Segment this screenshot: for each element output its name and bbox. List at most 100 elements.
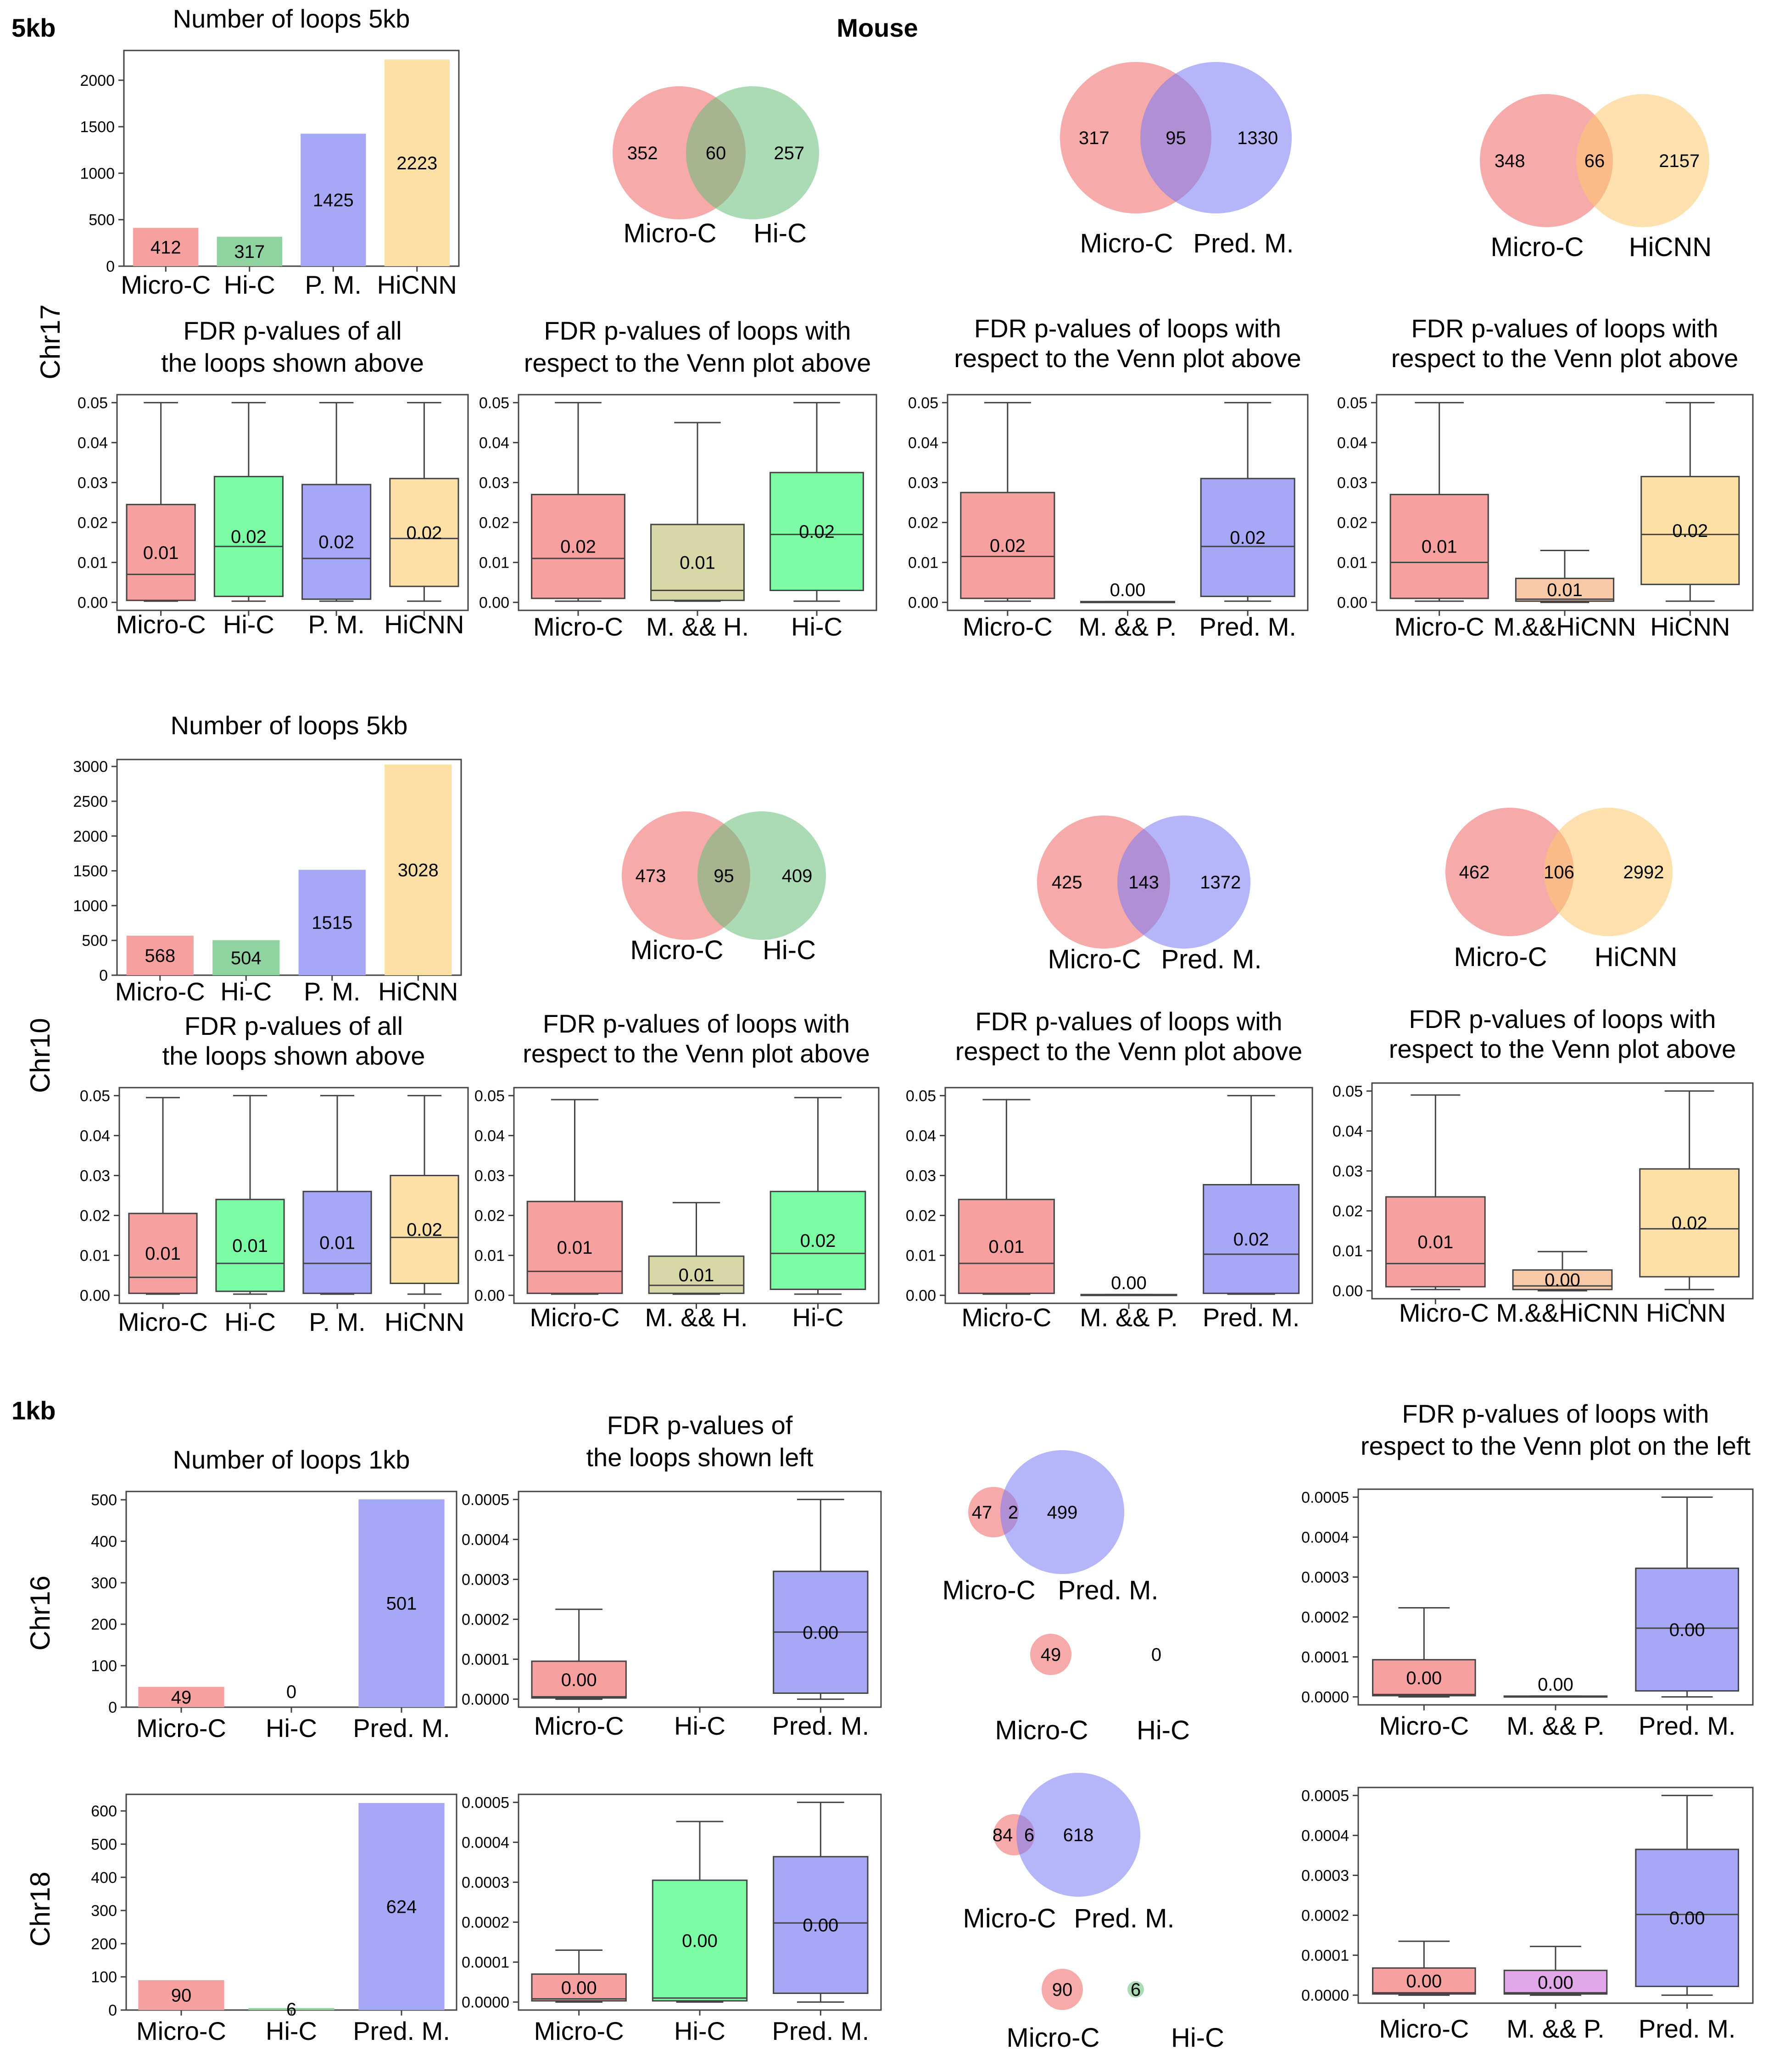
box-chart-title: FDR p-values of all [184,1011,403,1040]
x-tick-label: Hi-C [791,612,842,641]
bar-value-label: 2223 [396,153,437,173]
box-value-label: 0.02 [560,537,596,557]
venn-right-circle [1576,94,1709,227]
venn-overlap-value: 95 [714,866,734,886]
plot-frame [118,1087,469,1304]
box-value-label: 0.01 [232,1236,268,1256]
bar [385,764,452,975]
x-tick-label: Pred. M. [1639,2014,1736,2043]
venn-right-label: HiCNN [1629,232,1712,262]
x-tick-label: Pred. M. [1639,1711,1736,1740]
plot-frame [123,50,460,267]
box-value-label: 0.02 [799,522,835,542]
box [1203,1184,1300,1294]
x-tick-label: Micro-C [1379,2014,1469,2043]
box-chart-title: respect to the Venn plot above [524,348,871,377]
bar-value-label: 412 [151,237,181,257]
y-tick-label: 0.05 [474,1087,505,1105]
row-label-chr18: Chr18 [25,1871,56,1946]
y-tick-label: 0.01 [1333,1243,1363,1260]
y-tick-label: 1000 [80,165,115,182]
y-tick-label: 0.00 [80,1287,110,1305]
box [389,478,459,587]
venn-overlap-value: 143 [1128,872,1159,893]
box-value-label: 0.01 [679,1265,714,1285]
box-value-label: 0.02 [318,532,354,553]
x-tick-label: Pred. M. [353,1714,450,1742]
y-tick-label: 0.03 [80,1167,110,1184]
y-tick-label: 0.0003 [462,1571,509,1588]
y-tick-label: 0.0003 [1301,1569,1349,1586]
y-tick-label: 0.03 [78,474,108,491]
y-tick-label: 0.0001 [462,1651,509,1669]
bar-value-label: 0 [286,1682,296,1702]
y-tick-label: 0.0004 [462,1834,509,1851]
bar-value-label: 568 [145,946,175,966]
y-tick-label: 0.03 [1333,1162,1363,1180]
x-tick-label: Micro-C M.&&HiCNN HiCNN [1399,1298,1726,1327]
x-tick-label: HiCNN [1650,612,1730,641]
x-tick-label: Micro-C [1394,612,1484,641]
box [213,475,284,598]
y-tick-label: 400 [91,1869,117,1887]
box-value-label: 0.00 [1406,1971,1442,1992]
y-tick-label: 100 [91,1658,117,1675]
box [128,1212,198,1294]
venn-right-value: 2992 [1623,862,1664,882]
x-tick-label: Pred. M. [353,2016,450,2045]
y-tick-label: 0.0004 [1301,1529,1349,1546]
y-tick-label: 0.0000 [1301,1689,1349,1706]
venn-right-circle [1117,815,1250,949]
box [126,503,196,601]
box-value-label: 0.02 [1233,1229,1269,1250]
y-tick-label: 0.0002 [1301,1907,1349,1925]
box-chart-title: FDR p-values of all [183,316,402,345]
y-tick-label: 0.00 [906,1287,936,1305]
venn-right-label: Hi-C [753,218,807,248]
y-tick-label: 0.02 [474,1207,505,1225]
x-tick-label: Micro-C [534,2016,624,2045]
box-chart-title: the loops shown above [161,348,424,377]
x-tick-label: Hi-C [220,977,272,1006]
venn-right-label: HiCNN [1595,942,1677,972]
venn-right-value: 6 [1131,1980,1141,2000]
box [1515,577,1615,602]
bar [217,236,282,266]
box-value-label: 0.00 [1538,1972,1573,1993]
box-value-label: 0.02 [1230,528,1266,548]
y-tick-label: 0.04 [479,434,509,452]
venn-right-value: 499 [1047,1502,1078,1523]
bar-value-label: 504 [231,948,262,968]
y-tick-label: 0.02 [908,514,938,532]
box [1503,1970,1608,1995]
x-tick-label: Hi-C [266,2016,317,2045]
box-value-label: 0.01 [1422,537,1457,557]
y-tick-label: 0.00 [479,594,509,612]
y-tick-label: 0.02 [479,514,509,532]
x-tick-label: M. && H. [646,612,749,641]
y-tick-label: 500 [91,1836,117,1853]
venn-right-circle [686,86,819,219]
y-tick-label: 0.0005 [462,1491,509,1508]
x-tick-label: Micro-C [961,1303,1051,1332]
box [526,1201,623,1294]
venn-right-label: Pred. M. [1193,229,1294,258]
y-tick-label: 0.01 [80,1247,110,1265]
box [531,1660,627,1699]
y-tick-label: 0.0000 [462,1691,509,1709]
y-tick-label: 0.00 [1337,594,1367,612]
box [960,491,1055,599]
venn-left-value: 348 [1495,151,1525,171]
y-tick-label: 0.04 [906,1127,936,1145]
x-tick-label: P. M. [309,1307,365,1336]
box-value-label: 0.00 [803,1916,838,1936]
box [1385,1196,1486,1288]
box [1640,475,1740,585]
bar [248,2008,335,2010]
bar [358,1499,445,1707]
x-tick-label: Micro-C [136,2016,226,2045]
y-tick-label: 1500 [80,118,115,136]
box-value-label: 0.00 [1110,580,1146,600]
venn-right-circle [1544,808,1673,936]
